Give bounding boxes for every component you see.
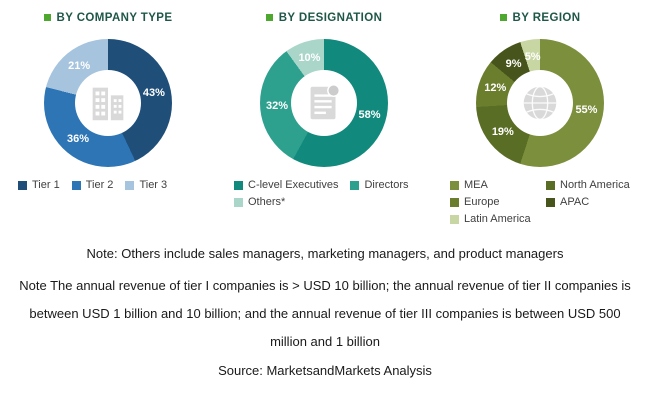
legend-item: Others* [234,196,285,208]
title-bullet [43,14,51,21]
charts-row: BY COMPANY TYPE [0,10,648,230]
chart-title: BY DESIGNATION [278,11,383,24]
legend-label: APAC [560,196,590,208]
legend-item: C-level Executives [234,179,338,191]
legend-swatch [546,197,555,207]
legend-row: Tier 1 Tier 2 Tier 3 [18,179,179,191]
slice-label: 9% [505,58,522,71]
legend-item: Latin America [450,213,546,225]
slice-label: 55% [575,104,598,117]
donut: 55% 19% 12% 9% 5% [476,39,604,167]
legend-label: Europe [464,196,500,208]
donut-hole [75,70,141,136]
slice-label: 19% [491,125,514,138]
legend-label: Tier 1 [32,179,60,191]
legend-label: Others* [248,196,286,208]
legend-label: MEA [464,179,488,191]
legend-row: Others* [234,196,421,208]
chart-header: BY REGION [499,10,581,25]
slice-label: 5% [524,50,541,63]
slice-label: 43% [142,86,165,99]
chart-header: BY COMPANY TYPE [43,10,173,25]
legend-item: Tier 1 [18,179,60,191]
donut-hole [291,70,357,136]
slice-label: 58% [358,108,381,121]
chart-title: BY COMPANY TYPE [56,11,173,24]
chart-header: BY DESIGNATION [265,10,383,25]
chart-by-company-type: BY COMPANY TYPE [0,10,216,230]
donut: 43% 36% 21% [44,39,172,167]
legend-swatch [234,197,243,207]
source-line: Source: MarketsandMarkets Analysis [218,363,432,378]
legend-swatch [450,180,459,190]
title-bullet [265,14,273,21]
legend-label: Tier 2 [85,179,114,191]
legend: Tier 1 Tier 2 Tier 3 [0,179,179,196]
legend-swatch [450,197,459,207]
building-icon [92,87,124,121]
legend-label: North America [560,179,630,191]
legend: C-level Executives Directors Others* [216,179,421,213]
legend-swatch [234,180,243,190]
legend-row: Latin America [450,213,642,225]
chart-by-designation: BY DESIGNATION 58% 32% 10% [216,10,432,230]
note-tiers: Note The annual revenue of tier I compan… [19,278,631,349]
globe-icon [523,86,557,120]
chart-title: BY REGION [512,11,581,24]
legend-swatch [71,180,81,190]
legend-label: Latin America [464,213,531,225]
legend-item: North America [546,179,642,191]
legend-label: Tier 3 [139,179,168,191]
legend: MEA North America Europe APAC Latin America [432,179,642,230]
legend-item: Europe [450,196,546,208]
slice-label: 21% [68,59,91,72]
legend-swatch [546,180,555,190]
legend-item: Tier 3 [125,179,167,191]
note-others: Note: Others include sales managers, mar… [86,246,564,261]
donut-hole [507,70,573,136]
legend-swatch [18,180,27,190]
slice-label: 36% [66,133,90,146]
legend-item: Directors [350,179,409,191]
legend-swatch [125,180,135,190]
legend-row: C-level Executives Directors [234,179,421,191]
legend-item: MEA [450,179,546,191]
document-icon [310,84,341,120]
legend-label: Directors [364,179,409,191]
slice-label: 10% [298,52,321,65]
legend-item: Tier 2 [71,179,114,191]
legend-item: APAC [546,196,642,208]
legend-row: MEA North America [450,179,642,191]
title-bullet [499,14,507,21]
slice-label: 12% [484,82,507,95]
legend-row: Europe APAC [450,196,642,208]
legend-swatch [450,214,459,224]
slice-label: 32% [266,99,289,112]
chart-by-region: BY REGION 55% 19% 12% 9% 5% MEA North Am [432,10,648,230]
legend-label: C-level Executives [248,179,339,191]
legend-swatch [350,180,360,190]
donut: 58% 32% 10% [260,39,388,167]
